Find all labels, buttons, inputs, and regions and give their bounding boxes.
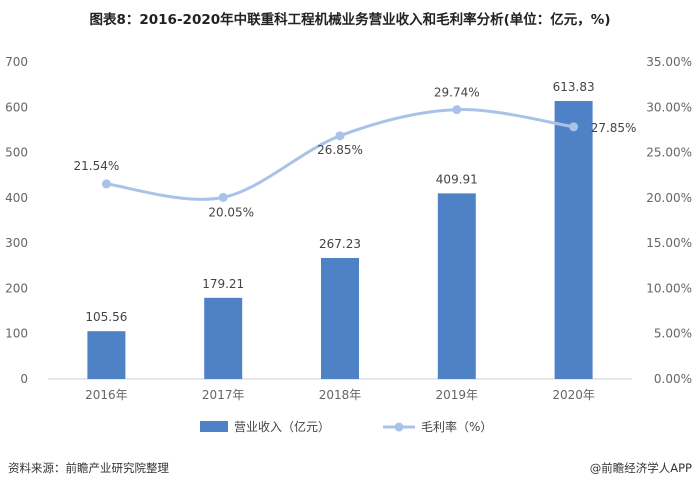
source-note: 资料来源：前瞻产业研究院整理 <box>8 461 169 475</box>
revenue-bar <box>321 257 359 379</box>
line-layer <box>101 105 579 202</box>
axes-layer: 0 100 200 300 400 500 600 700 0.00% 5.00% 10.00% 15… <box>5 55 692 402</box>
gross-margin-point <box>335 131 345 141</box>
brand-credit: @前瞻经济学人APP <box>589 461 692 475</box>
revenue-bar <box>437 193 476 379</box>
x-tick-label: 2020年 <box>552 388 595 402</box>
y-left-tick-label: 600 <box>5 100 28 114</box>
y-right-tick-label: 30.00% <box>646 100 692 114</box>
gross-margin-data-label: 26.85% <box>317 143 363 157</box>
gross-margin-data-label: 20.05% <box>208 205 254 219</box>
legend-label-margin: 毛利率（%） <box>421 419 492 434</box>
gross-margin-data-label: 27.85% <box>591 121 637 135</box>
y-right-tick-label: 20.00% <box>646 191 692 205</box>
y-right-tick-label: 35.00% <box>646 55 692 69</box>
revenue-data-label: 179.21 <box>202 277 244 291</box>
y-right-tick-label: 10.00% <box>646 281 692 295</box>
gross-margin-point <box>569 122 579 132</box>
y-right-tick-label: 15.00% <box>646 236 692 250</box>
gross-margin-data-label: 29.74% <box>434 86 480 100</box>
x-tick-label: 2018年 <box>319 388 362 402</box>
x-tick-label: 2019年 <box>436 388 479 402</box>
y-left-tick-label: 200 <box>5 281 28 295</box>
bars-layer <box>87 101 593 379</box>
legend-marker-margin <box>394 422 404 432</box>
y-left-tick-label: 100 <box>5 327 28 341</box>
y-right-tick-label: 5.00% <box>654 327 692 341</box>
legend-swatch-revenue <box>200 421 228 432</box>
revenue-bar <box>87 331 126 379</box>
gross-margin-point <box>452 105 462 115</box>
revenue-data-label: 613.83 <box>553 80 595 94</box>
footer: 资料来源：前瞻产业研究院整理 @前瞻经济学人APP <box>8 460 692 480</box>
y-right-tick-label: 0.00% <box>654 372 692 386</box>
y-left-tick-label: 300 <box>5 236 28 250</box>
x-tick-label: 2016年 <box>85 388 128 402</box>
data-labels-layer: 105.56 179.21 267.23 409.91 613.83 21.54% 20.0… <box>74 80 637 324</box>
revenue-bar <box>554 101 593 379</box>
legend-label-revenue: 营业收入（亿元） <box>234 419 330 434</box>
y-right-tick-label: 25.00% <box>646 146 692 160</box>
gross-margin-point <box>218 192 228 202</box>
revenue-data-label: 267.23 <box>319 237 361 251</box>
y-left-tick-label: 500 <box>5 146 28 160</box>
gross-margin-point <box>101 179 111 189</box>
gross-margin-data-label: 21.54% <box>74 159 120 173</box>
revenue-data-label: 105.56 <box>85 310 127 324</box>
revenue-bar <box>204 297 243 379</box>
y-left-tick-label: 0 <box>20 372 28 386</box>
x-tick-label: 2017年 <box>202 388 245 402</box>
revenue-data-label: 409.91 <box>436 172 478 186</box>
legend: 营业收入（亿元） 毛利率（%） <box>200 419 492 434</box>
chart-title: 图表8：2016-2020年中联重科工程机械业务营业收入和毛利率分析(单位：亿元… <box>89 12 611 28</box>
y-left-tick-label: 400 <box>5 191 28 205</box>
y-left-tick-label: 700 <box>5 55 28 69</box>
